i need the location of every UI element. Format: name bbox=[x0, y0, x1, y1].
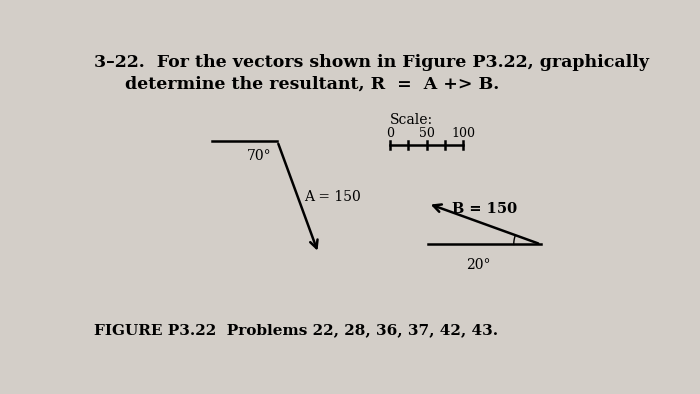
Text: 0: 0 bbox=[386, 127, 393, 140]
Text: 50: 50 bbox=[419, 127, 435, 140]
Text: B = 150: B = 150 bbox=[452, 202, 517, 216]
Text: Scale:: Scale: bbox=[390, 113, 433, 127]
Text: 100: 100 bbox=[452, 127, 475, 140]
Text: 20°: 20° bbox=[466, 258, 491, 272]
Text: A = 150: A = 150 bbox=[304, 190, 361, 204]
Text: 3–22.  For the vectors shown in Figure P3.22, graphically: 3–22. For the vectors shown in Figure P3… bbox=[94, 54, 649, 71]
Text: determine the resultant, R  =  A +> B.: determine the resultant, R = A +> B. bbox=[125, 76, 499, 93]
Text: 70°: 70° bbox=[246, 149, 271, 163]
Text: FIGURE P3.22  Problems 22, 28, 36, 37, 42, 43.: FIGURE P3.22 Problems 22, 28, 36, 37, 42… bbox=[94, 323, 498, 337]
